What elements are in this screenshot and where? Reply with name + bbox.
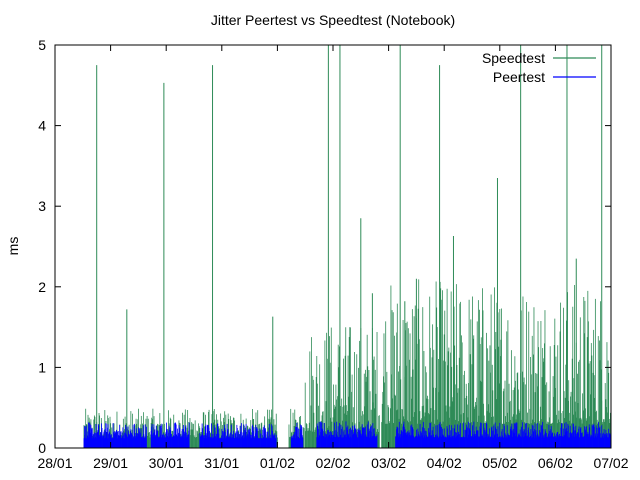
legend-label-peertest: Peertest: [493, 69, 545, 85]
y-tick-label: 4: [38, 118, 46, 134]
x-tick-label: 04/02: [427, 455, 462, 471]
y-tick-label: 2: [38, 279, 46, 295]
speedtest-series: [83, 45, 612, 448]
y-tick-label: 3: [38, 198, 46, 214]
x-tick-label: 30/01: [149, 455, 184, 471]
chart-title: Jitter Peertest vs Speedtest (Notebook): [211, 12, 455, 28]
x-tick-label: 07/02: [593, 455, 628, 471]
x-tick-label: 06/02: [538, 455, 573, 471]
legend-label-speedtest: Speedtest: [482, 50, 545, 66]
y-tick-label: 0: [38, 440, 46, 456]
y-tick-label: 5: [38, 37, 46, 53]
x-tick-label: 03/02: [371, 455, 406, 471]
y-tick-label: 1: [38, 359, 46, 375]
x-tick-label: 28/01: [37, 455, 72, 471]
legend: Speedtest Peertest: [482, 50, 596, 85]
x-tick-label: 05/02: [482, 455, 517, 471]
y-axis-label: ms: [5, 237, 21, 256]
x-tick-label: 29/01: [93, 455, 128, 471]
x-axis-ticks: 28/01 29/01 30/01 31/01 01/02 02/02 03/02 04/02…: [37, 45, 629, 471]
plot-area: [83, 45, 612, 448]
x-tick-label: 31/01: [204, 455, 239, 471]
x-tick-label: 01/02: [260, 455, 295, 471]
x-tick-label: 02/02: [315, 455, 350, 471]
plot-frame: [54, 44, 612, 449]
